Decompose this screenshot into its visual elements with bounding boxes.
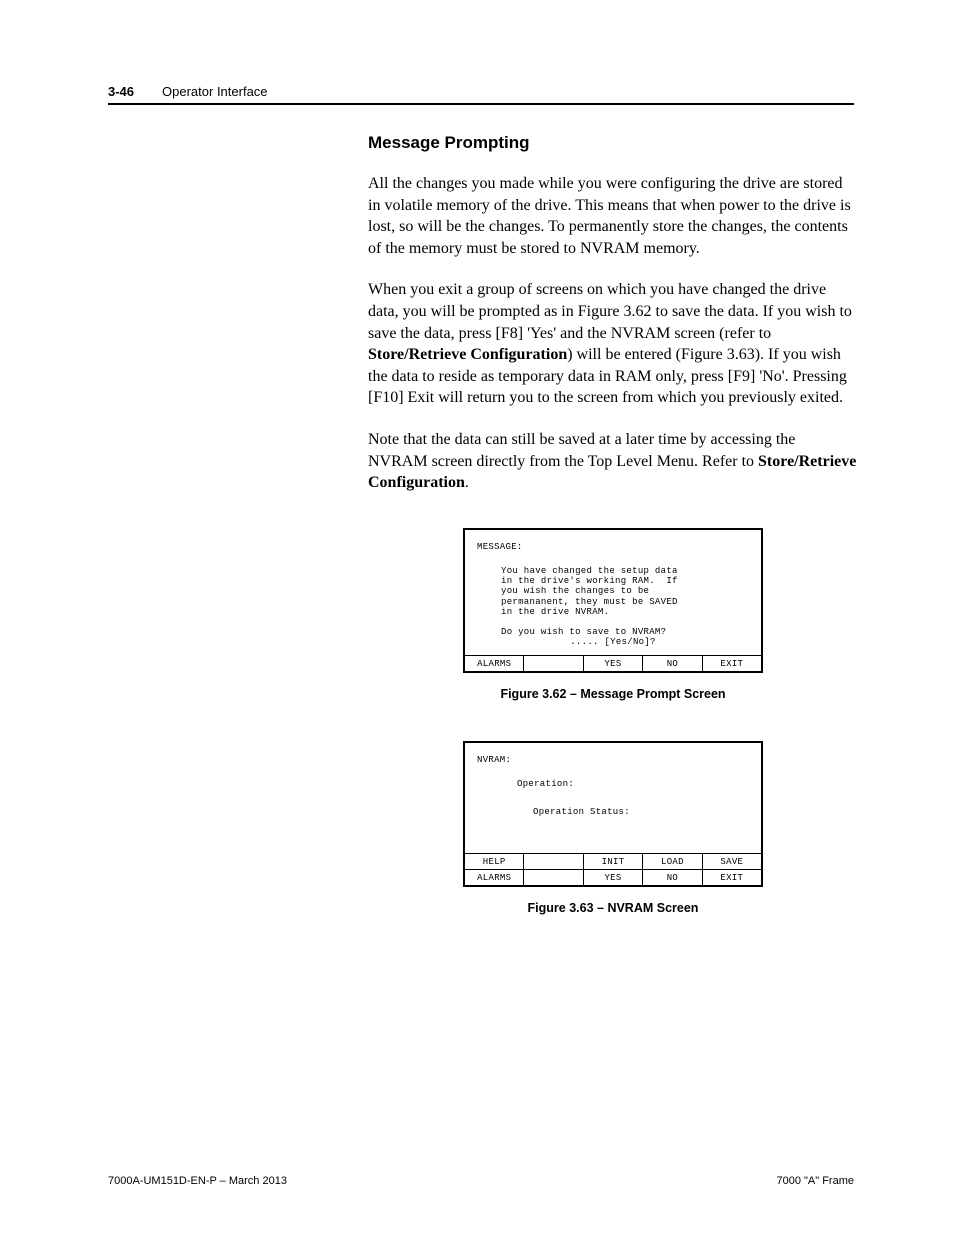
figure-caption-363: Figure 3.63 – NVRAM Screen [368, 901, 858, 915]
softkey-save[interactable]: SAVE [703, 854, 761, 869]
softkey-blank [524, 656, 583, 671]
terminal-title-nvram: NVRAM: [477, 755, 749, 765]
nvram-operation: Operation: [477, 779, 749, 789]
header-rule [108, 103, 854, 105]
para2-text-a: When you exit a group of screens on whic… [368, 281, 852, 341]
terminal-question: Do you wish to save to NVRAM? ..... [Yes… [477, 627, 749, 647]
footer-left: 7000A-UM151D-EN-P – March 2013 [108, 1175, 287, 1187]
softkey-blank [524, 854, 583, 869]
nvram-terminal: NVRAM: Operation: Operation Status: HELP… [463, 741, 763, 887]
figure-3-63: NVRAM: Operation: Operation Status: HELP… [368, 741, 858, 915]
terminal-title: MESSAGE: [477, 542, 749, 552]
para3-text-a: Note that the data can still be saved at… [368, 431, 795, 470]
terminal-message: You have changed the setup data in the d… [477, 566, 749, 618]
softkey-no[interactable]: NO [643, 870, 702, 885]
paragraph-3: Note that the data can still be saved at… [368, 429, 858, 494]
softkey-yes[interactable]: YES [584, 656, 643, 671]
paragraph-1: All the changes you made while you were … [368, 173, 858, 259]
softkey-row: ALARMS YES NO EXIT [465, 655, 761, 671]
softkey-load[interactable]: LOAD [643, 854, 702, 869]
softkey-yes[interactable]: YES [584, 870, 643, 885]
footer-right: 7000 "A" Frame [776, 1175, 854, 1187]
softkey-alarms[interactable]: ALARMS [465, 870, 524, 885]
nvram-status: Operation Status: [477, 807, 749, 817]
softkey-exit[interactable]: EXIT [703, 870, 761, 885]
paragraph-2: When you exit a group of screens on whic… [368, 279, 858, 409]
softkey-rows: HELP INIT LOAD SAVE ALARMS YES NO EXIT [465, 853, 761, 885]
softkey-blank [524, 870, 583, 885]
heading-message-prompting: Message Prompting [368, 133, 858, 153]
softkey-no[interactable]: NO [643, 656, 702, 671]
figure-3-62: MESSAGE: You have changed the setup data… [368, 528, 858, 702]
section-title: Operator Interface [162, 84, 268, 99]
softkey-init[interactable]: INIT [584, 854, 643, 869]
para2-bold: Store/Retrieve Configuration [368, 346, 567, 363]
softkey-help[interactable]: HELP [465, 854, 524, 869]
softkey-exit[interactable]: EXIT [703, 656, 761, 671]
page-number: 3-46 [108, 84, 134, 99]
figure-caption-362: Figure 3.62 – Message Prompt Screen [368, 687, 858, 701]
softkey-alarms[interactable]: ALARMS [465, 656, 524, 671]
para3-text-c: . [465, 474, 469, 491]
message-prompt-terminal: MESSAGE: You have changed the setup data… [463, 528, 763, 674]
